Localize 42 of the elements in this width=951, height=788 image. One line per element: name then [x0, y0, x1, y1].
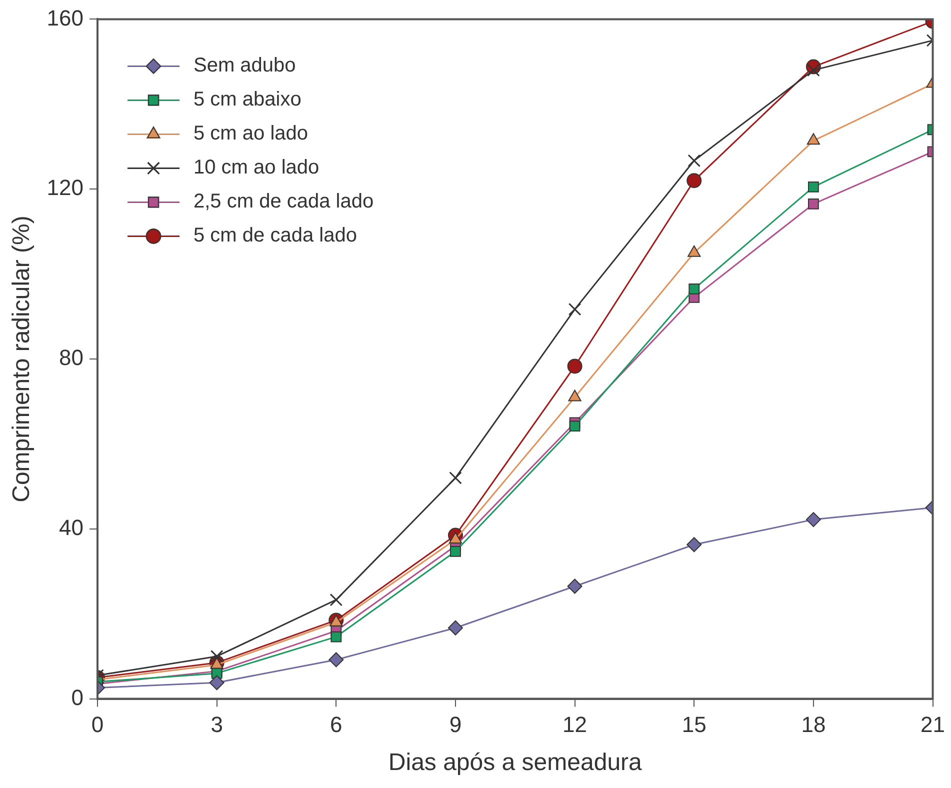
x-tick-label: 21 — [920, 712, 946, 738]
x-tick-label: 0 — [91, 712, 104, 738]
legend-label: 10 cm ao lado — [194, 156, 320, 179]
y-tick-label: 0 — [71, 684, 84, 710]
point — [569, 420, 580, 432]
x-tick-label: 9 — [449, 712, 462, 738]
x-tick-label: 18 — [801, 712, 826, 738]
y-tick-label: 40 — [59, 514, 84, 540]
point — [686, 537, 702, 552]
point — [448, 532, 462, 544]
point — [567, 358, 582, 374]
point — [330, 631, 342, 642]
legend-label: Sem adubo — [194, 54, 296, 77]
point — [806, 512, 821, 528]
y-axis-title: Comprimento radicular (%) — [8, 216, 36, 502]
point — [568, 302, 582, 316]
legend-label: 2,5 cm de cada lado — [194, 190, 374, 213]
point — [209, 675, 224, 690]
point — [330, 593, 343, 606]
x-tick-label: 3 — [210, 712, 223, 738]
legend-label: 5 cm de cada lado — [194, 224, 357, 247]
point — [450, 546, 461, 557]
x-axis-title: Dias após a semeadura — [388, 749, 643, 776]
point — [688, 283, 700, 294]
point — [328, 652, 344, 668]
y-tick-label: 120 — [46, 175, 84, 200]
point — [808, 182, 819, 192]
x-tick-label: 6 — [330, 712, 342, 738]
point — [807, 64, 820, 77]
x-tick-label: 12 — [562, 712, 588, 738]
point — [808, 198, 819, 210]
point — [686, 173, 702, 188]
point — [449, 472, 462, 484]
point — [688, 154, 701, 168]
y-tick-label: 160 — [46, 5, 84, 30]
legend-label: 5 cm ao lado — [194, 122, 308, 145]
point — [567, 578, 582, 594]
x-tick-label: 15 — [682, 712, 706, 738]
point — [210, 650, 224, 663]
y-tick-label: 80 — [59, 345, 84, 370]
legend-label: 5 cm abaixo — [194, 88, 302, 111]
point — [448, 620, 463, 636]
